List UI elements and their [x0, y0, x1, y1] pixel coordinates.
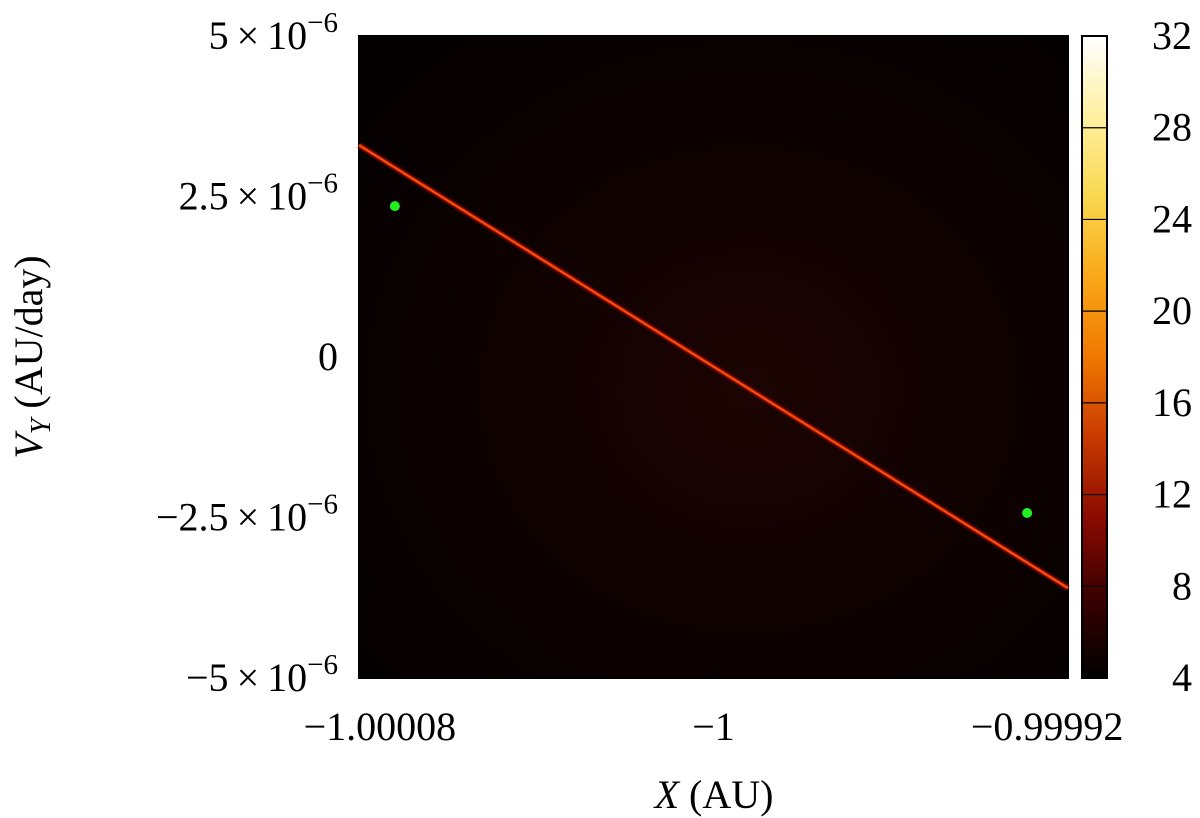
colorbar-tick-label-7: 8 — [1172, 563, 1192, 608]
y-tick-label-2: 2.5 × 10−6 — [179, 168, 338, 219]
x-tick-label-2: −1 — [692, 704, 735, 749]
colorbar-tick-label-4: 20 — [1152, 288, 1192, 333]
colorbar-tick-label-6: 12 — [1152, 472, 1192, 517]
y-tick-label-5: −5 × 10−6 — [186, 649, 338, 700]
y-tick-label-1: 5 × 10−6 — [209, 7, 338, 58]
ridge-line — [358, 144, 1069, 589]
data-point-2 — [1022, 508, 1033, 519]
y-tick-label-3: 0 — [318, 334, 338, 379]
colorbar-tick-label-2: 28 — [1152, 105, 1192, 150]
colorbar-tick-label-1: 32 — [1152, 13, 1192, 58]
colorbar — [1081, 35, 1108, 679]
x-axis-ticks: −1.00008 −1 −0.99992 — [304, 668, 1124, 749]
colorbar-gradient — [1082, 36, 1107, 678]
y-axis-title: VY(AU/day) — [6, 255, 57, 458]
colorbar-tick-label-8: 4 — [1172, 655, 1192, 700]
chart-marks — [357, 142, 1070, 592]
x-axis-title: X (AU) — [653, 772, 774, 817]
heatmap-field — [359, 36, 1068, 678]
y-tick-label-4: −2.5 × 10−6 — [156, 489, 338, 540]
plot-area — [358, 35, 1069, 679]
x-tick-label-1: −1.00008 — [304, 704, 457, 749]
colorbar-tick-label-5: 16 — [1152, 380, 1192, 425]
x-tick-label-3: −0.99992 — [971, 704, 1124, 749]
data-point-1 — [389, 201, 400, 212]
colorbar-ticks: 32 28 24 20 16 12 8 4 — [1082, 13, 1192, 700]
colorbar-tick-label-3: 24 — [1152, 196, 1192, 241]
y-axis-ticks: 5 × 10−6 2.5 × 10−6 0 −2.5 × 10−6 −5 × 10−6 — [156, 7, 369, 700]
